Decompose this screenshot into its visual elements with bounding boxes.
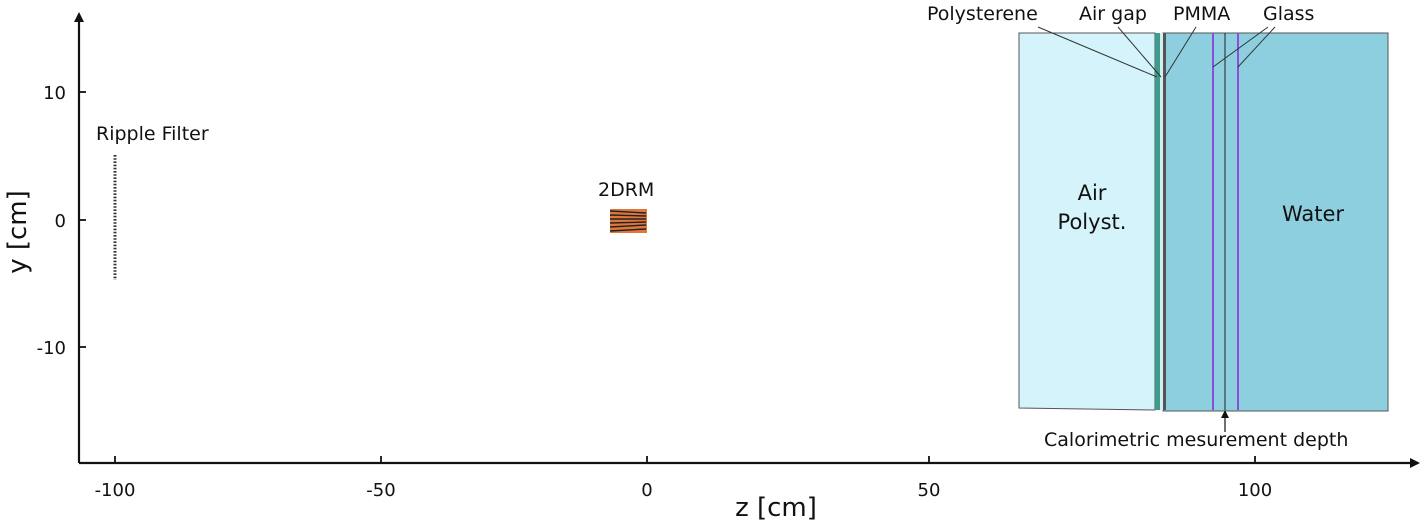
polysterene-layer bbox=[1155, 33, 1160, 410]
x-axis-label: z [cm] bbox=[735, 493, 817, 522]
air-gap-label: Air gap bbox=[1079, 3, 1147, 25]
air-gap-leader bbox=[1117, 26, 1162, 78]
y-axis-label: y [cm] bbox=[3, 190, 33, 274]
drm-label: 2DRM bbox=[598, 179, 654, 201]
pmma-layer bbox=[1163, 33, 1166, 410]
glass-leader bbox=[1237, 26, 1276, 68]
pmma-leader bbox=[1164, 26, 1197, 78]
pmma-label: PMMA bbox=[1173, 3, 1230, 25]
ripple-filter-label: Ripple Filter bbox=[96, 123, 209, 145]
polyst-label: Polyst. bbox=[1058, 210, 1127, 234]
water-label: Water bbox=[1282, 202, 1344, 226]
x-tick-label: 100 bbox=[1238, 480, 1272, 501]
drm-wire bbox=[609, 228, 647, 232]
glass-label: Glass bbox=[1263, 3, 1314, 25]
x-tick-label: 50 bbox=[918, 480, 941, 501]
air-label: Air bbox=[1078, 181, 1107, 205]
calorimetric-label: Calorimetric mesurement depth bbox=[1044, 429, 1348, 451]
y-tick-label: 0 bbox=[55, 211, 66, 232]
x-tick-label: 0 bbox=[641, 480, 652, 501]
polysterene-label: Polysterene bbox=[927, 3, 1038, 25]
drm-wire bbox=[609, 221, 647, 224]
polysterene-leader bbox=[1037, 26, 1158, 78]
x-ticks bbox=[114, 456, 1256, 463]
drm-wire bbox=[609, 210, 647, 214]
drm-element bbox=[609, 209, 647, 233]
x-tick-label: -100 bbox=[95, 480, 136, 501]
drm-wire bbox=[609, 214, 647, 217]
air-gap-layer bbox=[1160, 33, 1163, 410]
y-tick-label: -10 bbox=[37, 338, 66, 359]
x-tick-label: -50 bbox=[366, 480, 395, 501]
y-tick-label: 10 bbox=[43, 83, 66, 104]
y-ticks bbox=[79, 91, 86, 348]
glass-leader bbox=[1212, 26, 1269, 68]
water-region bbox=[1162, 32, 1389, 412]
drm-wire bbox=[609, 224, 647, 228]
